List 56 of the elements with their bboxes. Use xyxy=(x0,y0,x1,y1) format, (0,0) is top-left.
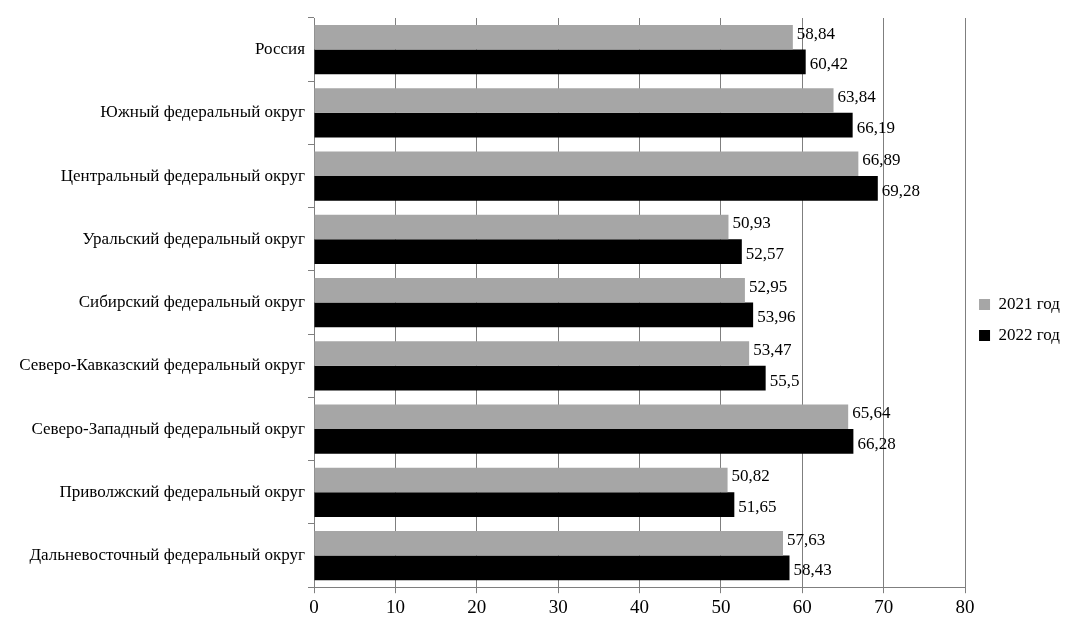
bar xyxy=(314,151,859,177)
bar xyxy=(314,24,793,50)
bar xyxy=(314,341,750,366)
y-tick-label: Приволжский федеральный округ xyxy=(59,481,306,501)
data-label: 65,64 xyxy=(852,403,891,423)
x-tick-label: 40 xyxy=(630,595,650,617)
data-label: 66,19 xyxy=(856,117,895,137)
data-label: 58,43 xyxy=(793,560,832,580)
x-tick-label: 80 xyxy=(955,595,975,617)
legend-label: 2021 год xyxy=(998,293,1061,313)
bar xyxy=(314,277,745,303)
y-tick-label: Сибирский федеральный округ xyxy=(78,292,306,312)
bar xyxy=(314,302,754,328)
data-label: 51,65 xyxy=(738,497,777,517)
bar xyxy=(314,429,854,454)
bar xyxy=(314,530,783,556)
data-label: 58,84 xyxy=(796,23,836,43)
y-tick-label: Уральский федеральный округ xyxy=(82,228,306,248)
data-label: 66,89 xyxy=(862,150,901,170)
data-label: 69,28 xyxy=(881,180,921,200)
x-tick-label: 60 xyxy=(792,595,812,617)
y-tick-label: Северо-Кавказский федеральный округ xyxy=(19,355,306,375)
bar xyxy=(314,555,790,581)
y-tick-label: Южный федеральный округ xyxy=(100,102,306,122)
data-label: 50,82 xyxy=(731,466,770,486)
bar xyxy=(314,239,742,265)
x-tick-label: 0 xyxy=(309,595,319,617)
y-tick-label: Северо-Западный федеральный округ xyxy=(31,418,306,438)
data-label: 52,57 xyxy=(745,244,785,264)
y-tick-label: Россия xyxy=(255,39,306,59)
bar xyxy=(314,365,766,391)
bar xyxy=(314,492,735,517)
bar xyxy=(314,214,729,240)
data-label: 53,47 xyxy=(753,339,792,359)
bar xyxy=(314,404,849,430)
bar xyxy=(314,112,853,138)
x-tick-label: 10 xyxy=(385,595,405,617)
data-label: 50,93 xyxy=(732,213,771,233)
data-label: 66,28 xyxy=(857,433,896,453)
y-tick-label: Дальневосточный федеральный округ xyxy=(29,545,306,565)
data-label: 63,84 xyxy=(837,87,877,106)
x-tick-label: 50 xyxy=(711,595,731,617)
bar xyxy=(314,49,806,75)
y-tick-label: Центральный федеральный округ xyxy=(60,165,306,185)
bar xyxy=(314,467,728,493)
bar xyxy=(314,176,878,201)
data-label: 53,96 xyxy=(757,307,796,327)
x-tick-label: 70 xyxy=(874,595,894,617)
x-tick-label: 30 xyxy=(548,595,568,617)
data-label: 52,95 xyxy=(748,276,788,296)
data-label: 55,5 xyxy=(769,370,800,390)
legend-label: 2022 год xyxy=(998,324,1061,344)
data-label: 57,63 xyxy=(786,529,826,549)
data-label: 60,42 xyxy=(809,54,848,74)
bar xyxy=(314,88,834,113)
x-tick-label: 20 xyxy=(467,595,487,617)
